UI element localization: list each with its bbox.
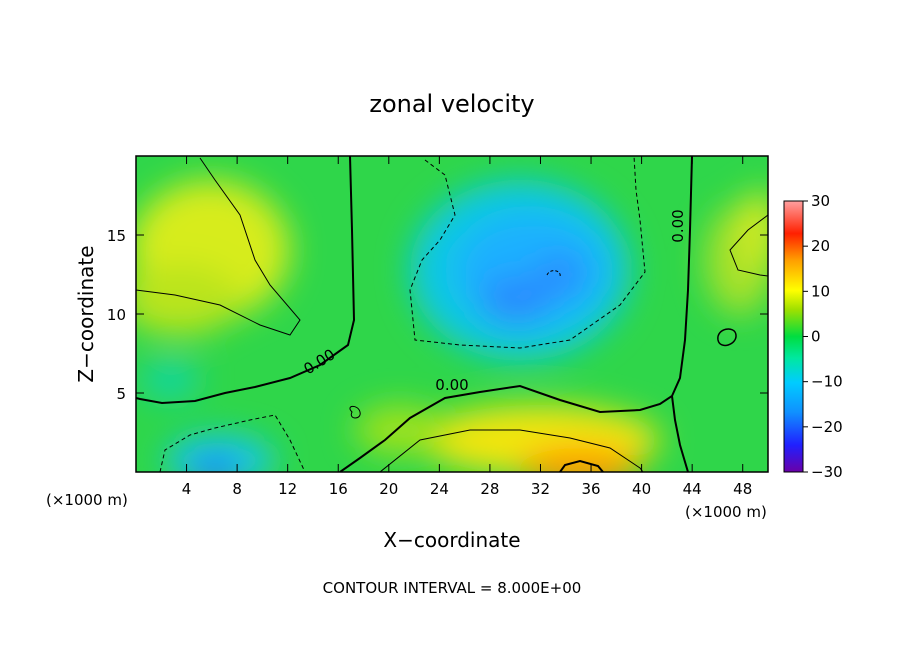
y-tick-label: 15 <box>107 227 126 245</box>
contour-label: 0.00 <box>435 376 468 394</box>
contour-interval-note: CONTOUR INTERVAL = 8.000E+00 <box>323 579 582 597</box>
x-tick-label: 4 <box>182 480 192 498</box>
x-tick-label: 32 <box>531 480 550 498</box>
contour-label: 0.00 <box>669 209 687 242</box>
x-axis-label: X−coordinate <box>383 528 520 552</box>
colorbar-tick-label: 10 <box>811 282 830 300</box>
contour-lines <box>136 156 768 472</box>
y-axis-label: Z−coordinate <box>74 245 98 382</box>
colorbar-tick-label: 20 <box>811 237 830 255</box>
y-tick-label: 5 <box>116 385 126 403</box>
x-tick-label: 44 <box>683 480 702 498</box>
chart-title: zonal velocity <box>369 90 534 118</box>
x-tick-label: 28 <box>480 480 499 498</box>
x-tick-label: 8 <box>232 480 242 498</box>
colorbar-ticks: 30 20 10 0 −10 −20 −30 <box>803 192 843 481</box>
colorbar-tick-label: −10 <box>811 373 843 391</box>
x-tick-label: 36 <box>581 480 600 498</box>
x-tick-label: 48 <box>733 480 752 498</box>
x-axis: 4 8 12 16 20 24 28 32 36 40 44 48 <box>182 156 752 498</box>
y-axis: 5 10 15 <box>107 227 768 403</box>
x-unit-right: (×1000 m) <box>685 503 767 521</box>
x-tick-label: 24 <box>430 480 449 498</box>
x-tick-label: 12 <box>278 480 297 498</box>
colorbar-tick-label: −30 <box>811 463 843 481</box>
y-tick-label: 10 <box>107 306 126 324</box>
x-unit-left: (×1000 m) <box>46 491 128 509</box>
x-tick-label: 40 <box>632 480 651 498</box>
colorbar-tick-label: 0 <box>811 328 821 346</box>
x-tick-label: 20 <box>379 480 398 498</box>
heatmap-field <box>136 156 768 472</box>
x-tick-label: 16 <box>329 480 348 498</box>
colorbar-tick-label: −20 <box>811 418 843 436</box>
colorbar-tick-label: 30 <box>811 192 830 210</box>
colorbar <box>783 200 804 473</box>
